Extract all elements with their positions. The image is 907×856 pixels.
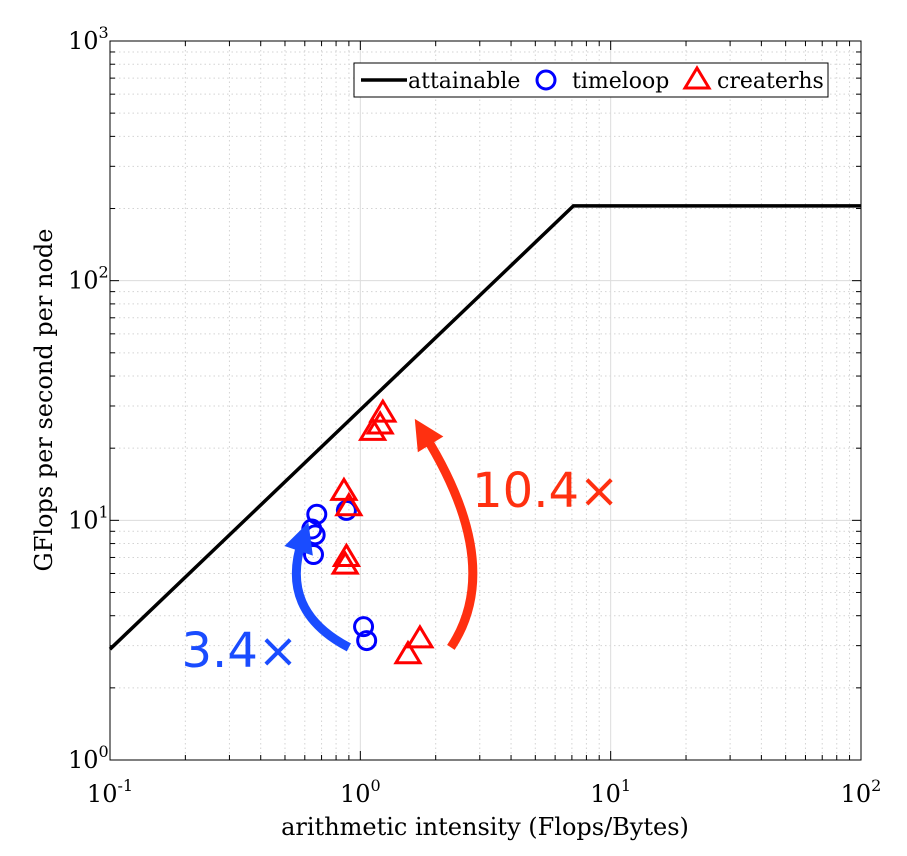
x-axis-label: arithmetic intensity (Flops/Bytes) (281, 813, 689, 841)
annotation-arrows (284, 418, 478, 652)
legend: attainable timeloop createrhs (353, 62, 829, 98)
red-speedup-arrow-shaft (420, 431, 478, 650)
y-tick-exponent: 1 (99, 502, 109, 521)
createrhs-point (405, 624, 435, 649)
createrhs-point (329, 476, 359, 501)
timeloop-point (353, 616, 375, 638)
legend-marker-timeloop (535, 69, 557, 91)
y-tick-exponent: 0 (99, 742, 109, 761)
x-tick-exponent: 1 (621, 776, 631, 795)
legend-marker-createrhs (682, 65, 712, 90)
y-tick-exponent: 2 (99, 263, 109, 282)
x-tick-base: 10 (841, 780, 872, 808)
x-tick-exponent: -1 (117, 776, 133, 795)
y-tick-label: 103 (68, 23, 109, 55)
timeloop-point (302, 544, 324, 566)
x-tick-base: 10 (590, 780, 621, 808)
x-tick-label: 101 (590, 776, 631, 808)
axis-ticks (109, 40, 862, 761)
x-tick-base: 10 (340, 780, 371, 808)
y-tick-label: 101 (68, 502, 109, 534)
major-grid (110, 41, 861, 760)
createrhs-point (334, 491, 364, 517)
speedup-label-createrhs: 10.4× (472, 463, 619, 519)
series-layer (108, 204, 861, 665)
x-tick-label: 10-1 (87, 776, 133, 808)
legend-label-createrhs: createrhs (717, 69, 824, 94)
y-tick-base: 10 (68, 27, 99, 55)
red-speedup-arrow-head (414, 418, 444, 453)
speedup-label-timeloop: 3.4× (182, 623, 299, 679)
blue-speedup-arrow-shaft (291, 538, 351, 652)
legend-label-attainable: attainable (408, 69, 520, 94)
x-tick-base: 10 (87, 780, 118, 808)
legend-box (353, 62, 829, 98)
legend-label-timeloop: timeloop (572, 69, 669, 94)
y-tick-label: 100 (68, 742, 109, 774)
y-tick-exponent: 3 (99, 23, 109, 42)
createrhs-point (393, 639, 423, 665)
createrhs-point (368, 398, 398, 423)
minor-grid (110, 41, 861, 760)
y-tick-base: 10 (68, 746, 99, 774)
y-axis-label: GFlops per second per node (30, 229, 58, 572)
attainable-roofline (108, 204, 861, 651)
createrhs-point (330, 550, 360, 575)
x-tick-label: 100 (340, 776, 381, 808)
y-tick-base: 10 (68, 506, 99, 534)
x-tick-labels: 10-1 100 101 102 (87, 776, 881, 808)
timeloop-point (356, 630, 378, 652)
y-tick-label: 102 (68, 263, 109, 295)
x-tick-exponent: 2 (871, 776, 881, 795)
annotation-labels: 3.4× 10.4× (182, 463, 620, 679)
createrhs-point (331, 542, 362, 567)
createrhs-point (358, 416, 388, 441)
x-tick-label: 102 (841, 776, 882, 808)
plot-area-border (109, 40, 862, 761)
x-tick-exponent: 0 (371, 776, 381, 795)
blue-speedup-arrow-head (284, 522, 313, 556)
y-tick-base: 10 (68, 267, 99, 295)
